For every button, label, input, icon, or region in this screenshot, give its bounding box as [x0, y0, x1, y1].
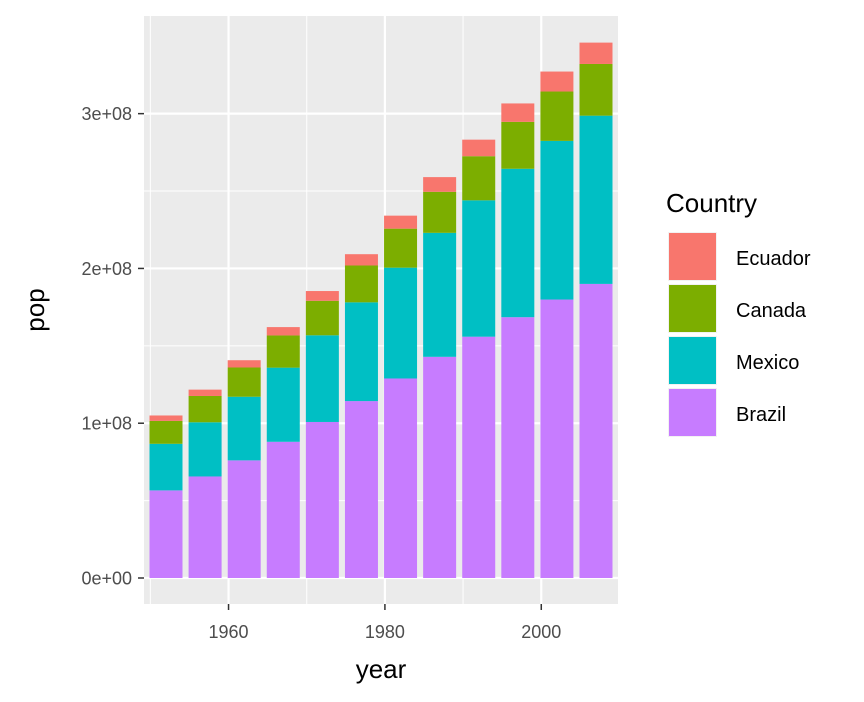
x-tick-label: 1980 [365, 622, 405, 642]
x-tick-label: 2000 [521, 622, 561, 642]
bar-ecuador-1997 [501, 103, 535, 122]
bar-ecuador-1952 [149, 415, 183, 421]
y-tick-label: 0e+00 [81, 569, 132, 589]
bar-canada-1982 [384, 228, 418, 268]
bar-mexico-1957 [188, 422, 222, 477]
y-tick-label: 1e+08 [81, 414, 132, 434]
bar-mexico-1977 [344, 302, 378, 402]
bar-canada-1967 [266, 335, 300, 368]
bar-brazil-1962 [227, 460, 261, 578]
x-tick-label: 1960 [209, 622, 249, 642]
bar-brazil-2002 [540, 299, 574, 578]
bar-mexico-2002 [540, 140, 574, 300]
x-axis-title: year [356, 654, 407, 684]
bar-brazil-2007 [579, 283, 613, 578]
bar-brazil-1982 [384, 378, 418, 578]
bar-ecuador-1972 [305, 291, 339, 301]
bar-mexico-1992 [462, 200, 496, 337]
y-tick-label: 2e+08 [81, 259, 132, 279]
bar-brazil-1957 [188, 476, 222, 578]
bar-canada-1952 [149, 420, 183, 444]
bar-ecuador-2002 [540, 71, 574, 92]
bar-mexico-1987 [423, 232, 457, 357]
bar-brazil-1992 [462, 336, 496, 578]
bar-canada-1997 [501, 121, 535, 169]
legend-swatch-ecuador [669, 233, 716, 280]
bar-canada-2002 [540, 91, 574, 141]
bar-ecuador-1957 [188, 389, 222, 396]
legend: Country Ecuador Canada Mexico Brazil [666, 188, 811, 437]
bar-canada-2007 [579, 63, 613, 116]
bar-brazil-1977 [344, 401, 378, 578]
bar-canada-1957 [188, 395, 222, 423]
bar-canada-1972 [305, 300, 339, 336]
y-axis-title: pop [20, 288, 50, 331]
legend-label-ecuador: Ecuador [736, 248, 811, 270]
bar-mexico-1962 [227, 396, 261, 461]
bar-brazil-1972 [305, 421, 339, 578]
legend-label-canada: Canada [736, 300, 807, 322]
legend-title: Country [666, 188, 757, 218]
bar-canada-1962 [227, 367, 261, 397]
bar-canada-1977 [344, 265, 378, 303]
bar-mexico-1997 [501, 168, 535, 318]
bar-ecuador-1977 [344, 254, 378, 266]
legend-label-brazil: Brazil [736, 404, 786, 426]
legend-swatch-mexico [669, 337, 716, 384]
y-tick-label: 3e+08 [81, 104, 132, 124]
bar-mexico-1967 [266, 367, 300, 442]
bar-brazil-1967 [266, 441, 300, 578]
x-axis: 1960 1980 2000 [209, 604, 561, 642]
bar-brazil-1987 [423, 356, 457, 578]
bar-brazil-1952 [149, 490, 183, 578]
bar-ecuador-1992 [462, 139, 496, 157]
bar-brazil-1997 [501, 317, 535, 578]
bar-mexico-1982 [384, 267, 418, 379]
bar-ecuador-1962 [227, 360, 261, 368]
bar-mexico-1952 [149, 443, 183, 491]
bar-ecuador-1987 [423, 177, 457, 192]
bars-layer [149, 42, 613, 578]
legend-swatch-brazil [669, 389, 716, 436]
bar-ecuador-1967 [266, 327, 300, 336]
legend-swatch-canada [669, 285, 716, 332]
bar-ecuador-1982 [384, 215, 418, 229]
legend-label-mexico: Mexico [736, 352, 799, 374]
bar-canada-1992 [462, 156, 496, 201]
bar-canada-1987 [423, 191, 457, 233]
y-axis: 0e+00 1e+08 2e+08 3e+08 [81, 104, 144, 589]
bar-mexico-2007 [579, 115, 613, 284]
bar-mexico-1972 [305, 335, 339, 422]
bar-ecuador-2007 [579, 42, 613, 64]
